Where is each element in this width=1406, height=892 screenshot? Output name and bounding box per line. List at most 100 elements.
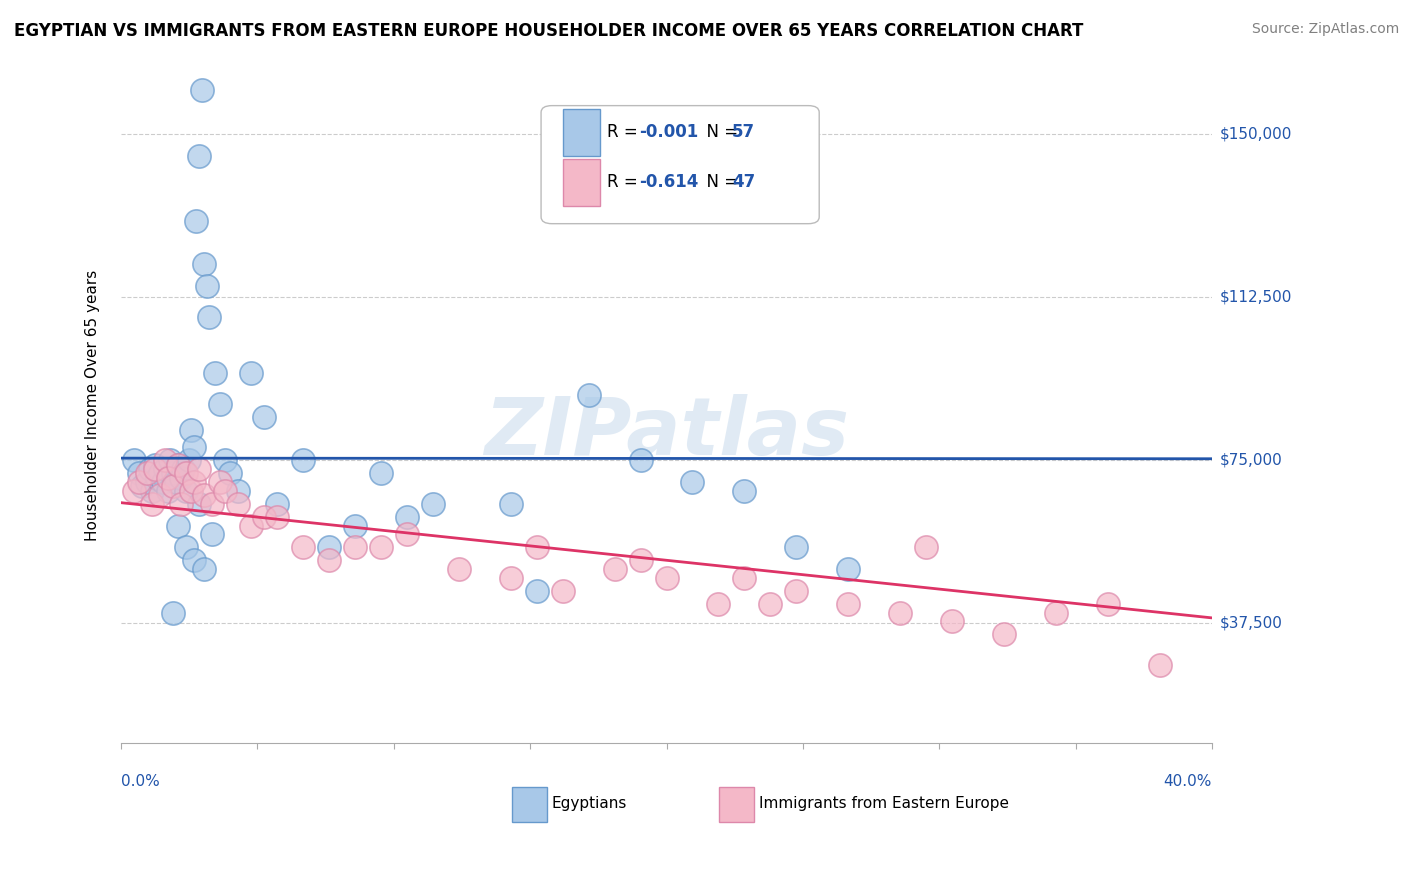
Point [291, 453, 314, 467]
Point [291, 541, 314, 555]
Text: R =: R = [606, 173, 643, 192]
Point [526, 541, 548, 555]
Point [655, 571, 678, 585]
Point [208, 475, 231, 489]
Text: ZIPatlas: ZIPatlas [484, 393, 849, 472]
Point [226, 483, 249, 498]
Point [1045, 606, 1067, 620]
Point [162, 467, 184, 481]
Point [682, 475, 704, 489]
Point [253, 509, 276, 524]
Point [266, 509, 288, 524]
Point [837, 597, 859, 611]
Point [174, 467, 197, 481]
Text: $150,000: $150,000 [1220, 127, 1292, 141]
Point [630, 453, 652, 467]
Point [204, 366, 226, 380]
Point [318, 553, 340, 567]
Point [603, 562, 626, 576]
Point [422, 497, 444, 511]
Point [201, 527, 224, 541]
Point [143, 458, 166, 472]
Point [759, 597, 782, 611]
Point [198, 310, 221, 324]
Text: 40.0%: 40.0% [1164, 773, 1212, 789]
Point [526, 583, 548, 598]
Point [128, 467, 150, 481]
Text: N =: N = [696, 173, 744, 192]
Point [733, 571, 755, 585]
Point [183, 475, 205, 489]
Point [146, 470, 169, 484]
Point [993, 627, 1015, 641]
Point [149, 488, 172, 502]
Text: N =: N = [696, 123, 744, 141]
Text: 0.0%: 0.0% [121, 773, 160, 789]
Point [170, 470, 193, 484]
Point [343, 541, 366, 555]
Point [343, 518, 366, 533]
Point [1097, 597, 1119, 611]
Point [167, 458, 190, 472]
Point [183, 553, 205, 567]
Point [1149, 657, 1171, 672]
Point [136, 475, 159, 489]
Point [138, 462, 160, 476]
Point [240, 366, 263, 380]
Point [165, 475, 187, 489]
Point [174, 483, 197, 498]
Point [188, 497, 211, 511]
Point [193, 257, 215, 271]
Point [162, 606, 184, 620]
Point [551, 583, 574, 598]
Point [370, 467, 392, 481]
Point [630, 553, 652, 567]
Point [156, 470, 179, 484]
Point [131, 479, 153, 493]
Text: R =: R = [606, 123, 643, 141]
Point [122, 453, 145, 467]
Point [193, 488, 215, 502]
Text: EGYPTIAN VS IMMIGRANTS FROM EASTERN EUROPE HOUSEHOLDER INCOME OVER 65 YEARS CORR: EGYPTIAN VS IMMIGRANTS FROM EASTERN EURO… [14, 22, 1084, 40]
Text: Source: ZipAtlas.com: Source: ZipAtlas.com [1251, 22, 1399, 37]
Point [837, 562, 859, 576]
Text: Egyptians: Egyptians [553, 797, 627, 812]
Point [141, 483, 163, 498]
Point [915, 541, 938, 555]
FancyBboxPatch shape [562, 109, 600, 155]
Text: -0.614: -0.614 [640, 173, 699, 192]
Point [155, 453, 177, 467]
Point [186, 214, 208, 228]
Point [159, 453, 181, 467]
Point [155, 462, 177, 476]
Point [183, 440, 205, 454]
Point [578, 388, 600, 402]
Point [499, 571, 522, 585]
Point [318, 541, 340, 555]
Point [208, 397, 231, 411]
FancyBboxPatch shape [718, 787, 754, 822]
Point [219, 467, 242, 481]
Point [149, 467, 172, 481]
Point [162, 479, 184, 493]
Point [167, 518, 190, 533]
Text: $75,000: $75,000 [1220, 453, 1282, 467]
Point [266, 497, 288, 511]
Point [214, 483, 236, 498]
Point [177, 453, 200, 467]
Point [395, 509, 418, 524]
Text: $112,500: $112,500 [1220, 290, 1292, 304]
Point [143, 462, 166, 476]
Point [188, 148, 211, 162]
Point [180, 423, 202, 437]
Point [785, 583, 807, 598]
Point [193, 562, 215, 576]
Point [253, 409, 276, 424]
Point [201, 497, 224, 511]
Text: 47: 47 [733, 173, 755, 192]
FancyBboxPatch shape [562, 159, 600, 206]
Point [156, 483, 179, 498]
Point [122, 483, 145, 498]
Text: Immigrants from Eastern Europe: Immigrants from Eastern Europe [759, 797, 1010, 812]
Point [141, 497, 163, 511]
